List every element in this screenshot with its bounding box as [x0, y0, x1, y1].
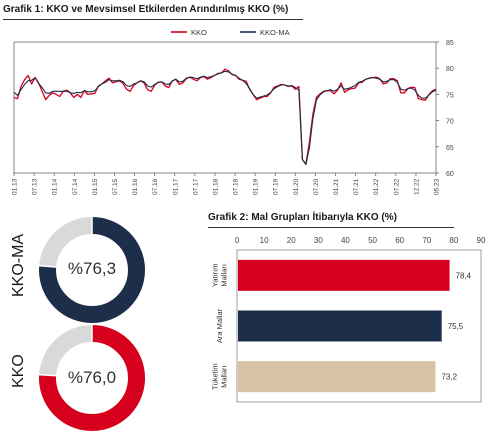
chart1-xtick-label: 07.15: [112, 178, 119, 195]
chart2-category-text: Ara Mallar: [215, 308, 224, 343]
chart2-bar: [238, 259, 450, 291]
chart1-xtick-label: 07.16: [152, 178, 159, 195]
chart2-xtick-label: 70: [422, 236, 431, 245]
chart1-xtick-label: 07.14: [72, 178, 79, 195]
donut-kkoma-chart: [38, 216, 145, 323]
chart1-xtick-label: 12.22: [413, 178, 420, 195]
donut-kko-chart: [38, 324, 145, 431]
donut-kkoma-percentage: %76,3: [67, 259, 117, 278]
chart2-title: Grafik 2: Mal Grupları İtibarıyla KKO (%…: [208, 212, 397, 223]
chart2-plot-frame: [236, 249, 482, 403]
chart1-xtick-label: 01.15: [92, 178, 99, 195]
chart1-xtick-label: 07.18: [233, 178, 240, 195]
chart1-plot-frame: [13, 41, 437, 174]
chart1-xtick-label: 01.16: [132, 178, 139, 195]
chart2-category-label: Ara Mallar: [215, 308, 224, 343]
donut-kko-label: KKO: [10, 354, 27, 388]
chart2-xtick-label: 0: [235, 236, 240, 245]
chart1-legend-label: KKO: [191, 28, 207, 37]
chart1-xtick-label: 07.21: [353, 178, 360, 195]
chart1-ytick-label: 70: [446, 119, 454, 126]
chart1-ytick-label: 75: [446, 92, 454, 99]
chart2-xtick-label: 80: [449, 236, 458, 245]
donut-kko-percentage: %76,0: [67, 368, 117, 387]
chart1-xtick-label: 01.20: [293, 178, 300, 195]
chart2-value-label: 73,2: [441, 373, 457, 382]
chart2-category-text: Tüketim: [211, 363, 220, 390]
chart1-xtick-label: 07.20: [313, 178, 320, 195]
chart1-xtick-label: 07.13: [32, 178, 39, 195]
chart1-xtick-label: 05.23: [434, 178, 441, 195]
chart1-series-kkoma: [13, 70, 437, 166]
chart1-xtick-label: 07.19: [273, 178, 280, 195]
chart2-value-label: 78,4: [456, 271, 472, 280]
chart1-xtick-label: 01.13: [12, 178, 19, 195]
chart1-xtick-label: 01.19: [253, 178, 260, 195]
chart1-legend-label: KKO-MA: [260, 28, 290, 37]
chart1-title-rule: [3, 19, 303, 20]
chart1-xtick-label: 01.14: [52, 178, 59, 195]
chart2-xtick-label: 60: [395, 236, 404, 245]
chart2-xtick-label: 30: [314, 236, 323, 245]
chart1-xtick-label: 07.22: [393, 178, 400, 195]
chart2-xtick-label: 90: [477, 236, 486, 245]
chart1-ytick-label: 80: [446, 66, 454, 73]
chart2-category-label: Tüketim Malları: [211, 363, 229, 390]
chart1-xtick-label: 01.21: [333, 178, 340, 195]
chart1-title: Grafik 1: KKO ve Mevsimsel Etkilerden Ar…: [3, 4, 289, 15]
chart2-value-label: 75,5: [448, 322, 464, 331]
chart2-xtick-label: 40: [341, 236, 350, 245]
donut-separator: [38, 264, 58, 268]
chart2-bar: [238, 361, 436, 393]
chart1-xtick-label: 01.18: [212, 178, 219, 195]
donut-kkoma-label: KKO-MA: [10, 233, 27, 297]
chart2-category-text: Malları: [220, 264, 229, 287]
chart1-xtick-label: 07.17: [192, 178, 199, 195]
chart2-xtick-label: 50: [368, 236, 377, 245]
chart2-title-rule: [208, 227, 454, 228]
chart2-bar: [238, 310, 442, 342]
chart1-ytick-label: 65: [446, 145, 454, 152]
chart2-xtick-label: 20: [287, 236, 296, 245]
chart1-ytick-label: 85: [446, 40, 454, 47]
chart1-xtick-label: 01.17: [172, 178, 179, 195]
chart1-line-chart: 60 65 70 75 80 85 01.13 07.13 01.14 07.14 01.15 07.…: [12, 28, 454, 195]
chart2-category-text: Yatırım: [211, 264, 220, 288]
chart2-category-text: Malları: [220, 365, 229, 388]
chart1-series-kko: [13, 68, 437, 165]
chart2-category-label: Yatırım Malları: [211, 264, 229, 288]
donut-separator: [38, 373, 58, 377]
chart2-xtick-label: 10: [260, 236, 269, 245]
chart1-xtick-label: 01.22: [373, 178, 380, 195]
chart1-ytick-label: 60: [446, 171, 454, 178]
